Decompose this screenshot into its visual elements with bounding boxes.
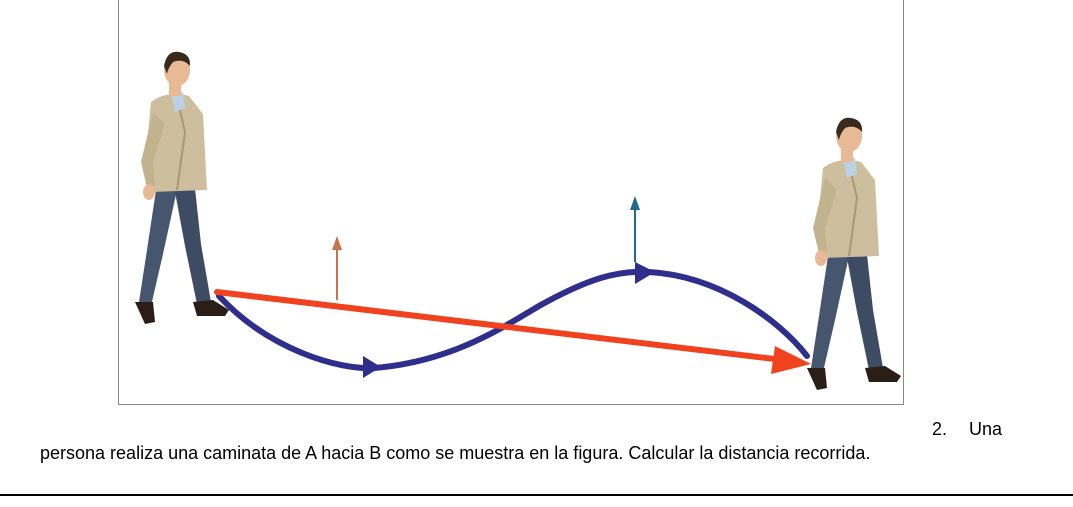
small-arrow-right [630,196,640,262]
small-arrow-left [332,236,342,300]
question-lead: Una [969,419,1003,439]
walk-figure [118,0,904,405]
question-text: persona realiza una caminata de A hacia … [40,443,871,463]
question-number: 2. [932,419,948,439]
walking-man-b [806,116,902,392]
path-arrowhead-2 [635,262,655,284]
bottom-rule [0,494,1073,496]
path-curve [216,262,810,378]
figure-canvas [134,50,902,392]
walking-man-a [134,50,230,326]
question-number-line: 2. Una [932,418,1002,440]
path-arrowhead-1 [363,356,381,378]
displacement-arrow [214,289,811,374]
